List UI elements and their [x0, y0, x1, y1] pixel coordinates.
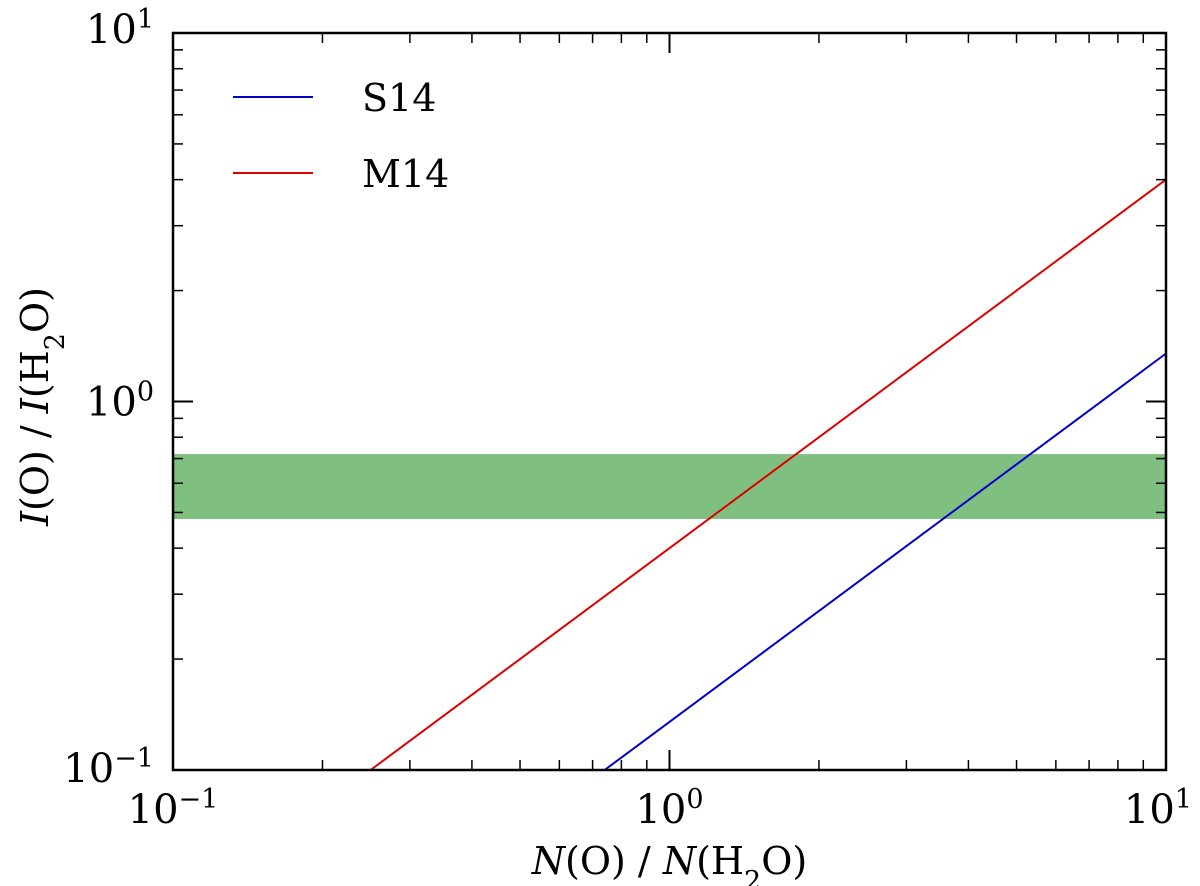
legend: S14 M14 [233, 76, 449, 196]
legend-label-m14: M14 [362, 152, 449, 196]
y-axis-label: I(O) / I(H2O) [13, 287, 71, 527]
series-line-m14 [370, 178, 1167, 771]
band-layer [173, 454, 1166, 519]
x-tick-label: 100 [635, 784, 703, 834]
y-tick-label: 100 [86, 376, 154, 426]
y-tick-label: 101 [86, 4, 154, 54]
series-line-s14 [604, 352, 1167, 771]
legend-label-s14: S14 [362, 76, 436, 120]
tick-layer [172, 32, 1167, 771]
plot-frame [171, 31, 1168, 772]
x-axis-label: N(O) / N(H2O) [531, 839, 807, 886]
x-tick-label: 101 [1124, 784, 1192, 834]
y-tick-labels: 10−1 100 101 [63, 4, 154, 793]
observed-range-band [173, 454, 1166, 519]
x-tick-labels: 10−1 100 101 [128, 784, 1192, 834]
x-tick-label: 10−1 [128, 784, 219, 834]
series-layer [370, 178, 1167, 771]
y-tick-label: 10−1 [63, 743, 154, 793]
